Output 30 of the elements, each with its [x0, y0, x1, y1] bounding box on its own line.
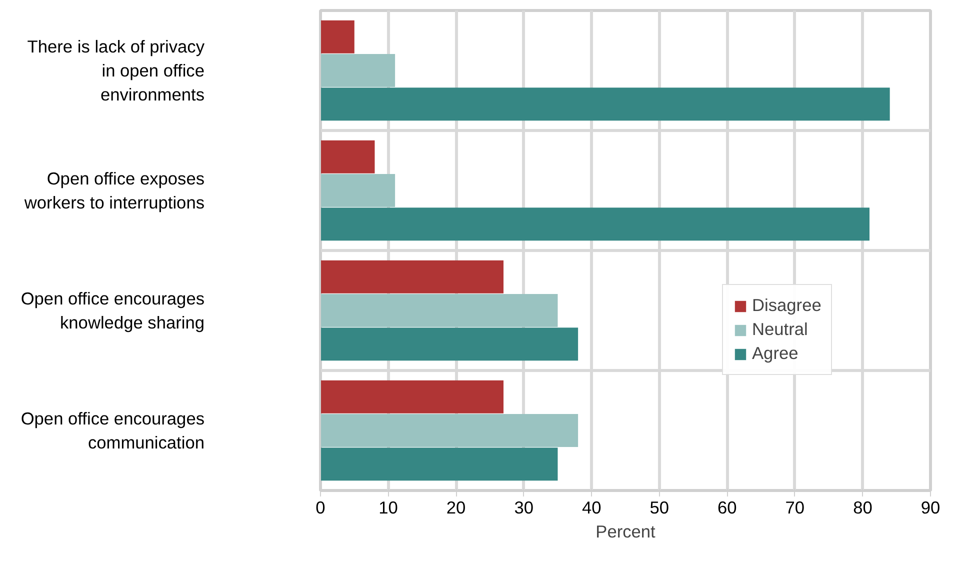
x-tick-label: 90 — [920, 498, 940, 518]
y-tick-label: There is lack of privacy in open office environments — [27, 36, 205, 104]
y-tick-label: Open office encourages knowledge sharing — [20, 288, 205, 332]
x-axis-title: Percent — [596, 522, 656, 542]
x-tick-label: 80 — [853, 498, 872, 518]
legend-label: Disagree — [752, 295, 822, 316]
bar — [320, 174, 396, 207]
y-tick-label: Open office encourages communication — [20, 408, 205, 452]
x-tick-label: 70 — [785, 498, 805, 518]
x-tick-label: 10 — [378, 498, 398, 518]
bar — [320, 328, 578, 361]
x-tick-label: 20 — [446, 498, 466, 518]
x-tick-label: 30 — [514, 498, 534, 518]
legend-label: Agree — [752, 343, 798, 364]
bar — [320, 294, 558, 327]
bar — [320, 140, 375, 174]
bar — [320, 20, 354, 54]
bar — [320, 88, 890, 121]
x-tick-label: 0 — [316, 498, 326, 518]
bar — [320, 54, 396, 87]
legend-label: Neutral — [752, 319, 808, 340]
bar — [320, 448, 558, 481]
x-tick-label: 60 — [718, 498, 737, 518]
x-tick-label: 50 — [650, 498, 670, 518]
y-tick-label: Open office exposes workers to interruptions — [23, 168, 205, 212]
bar — [320, 380, 504, 414]
bar — [320, 208, 870, 241]
bar — [320, 414, 578, 447]
x-tick-label: 40 — [582, 498, 602, 518]
bar — [320, 260, 504, 294]
